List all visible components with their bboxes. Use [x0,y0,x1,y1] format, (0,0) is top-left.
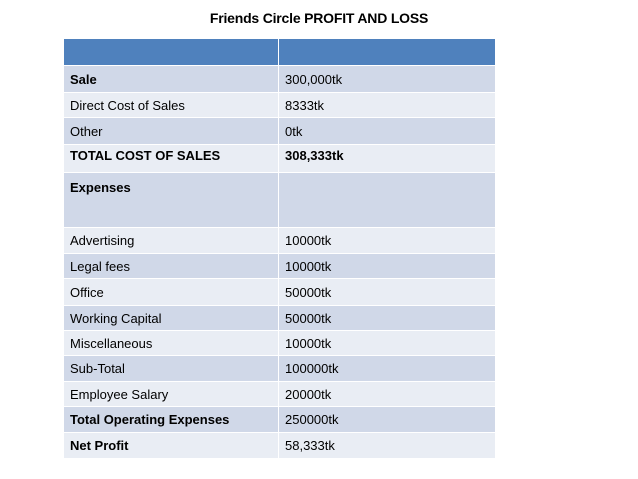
page-title: Friends Circle PROFIT AND LOSS [209,10,429,26]
row-label: Net Profit [63,432,279,459]
row-value: 8333tk [278,92,496,118]
row-value: 10000tk [278,253,496,279]
row-value: 10000tk [278,227,496,254]
profit-loss-table: Sale 300,000tk Direct Cost of Sales 8333… [63,38,496,459]
table-row: Working Capital 50000tk [63,305,496,331]
table-header-row [63,38,496,66]
row-value: 308,333tk [278,144,496,173]
row-value: 50000tk [278,305,496,331]
row-label: Direct Cost of Sales [63,92,279,118]
table-row: Net Profit 58,333tk [63,432,496,459]
row-value: 58,333tk [278,432,496,459]
row-label: Miscellaneous [63,330,279,356]
row-value: 20000tk [278,381,496,407]
row-label: Sale [63,65,279,93]
table-row: Total Operating Expenses 250000tk [63,406,496,433]
row-label: Employee Salary [63,381,279,407]
table-row: Sub-Total 100000tk [63,355,496,382]
row-label: Total Operating Expenses [63,406,279,433]
row-label: Working Capital [63,305,279,331]
table-row: Legal fees 10000tk [63,253,496,279]
row-label: Expenses [63,172,279,228]
table-row: Employee Salary 20000tk [63,381,496,407]
table-row: Office 50000tk [63,278,496,306]
row-label: Office [63,278,279,306]
row-value [278,172,496,228]
row-value: 100000tk [278,355,496,382]
table-row: TOTAL COST OF SALES 308,333tk [63,144,496,173]
row-label: Legal fees [63,253,279,279]
table-row: Direct Cost of Sales 8333tk [63,92,496,118]
table-row: Advertising 10000tk [63,227,496,254]
row-value: 50000tk [278,278,496,306]
row-label: Other [63,117,279,145]
table-row: Other 0tk [63,117,496,145]
row-value: 0tk [278,117,496,145]
table-row: Miscellaneous 10000tk [63,330,496,356]
header-cell-label [63,38,279,66]
row-value: 250000tk [278,406,496,433]
row-value: 10000tk [278,330,496,356]
row-value: 300,000tk [278,65,496,93]
table-row: Expenses [63,172,496,228]
row-label: TOTAL COST OF SALES [63,144,279,173]
row-label: Sub-Total [63,355,279,382]
row-label: Advertising [63,227,279,254]
header-cell-value [278,38,496,66]
table-row: Sale 300,000tk [63,65,496,93]
